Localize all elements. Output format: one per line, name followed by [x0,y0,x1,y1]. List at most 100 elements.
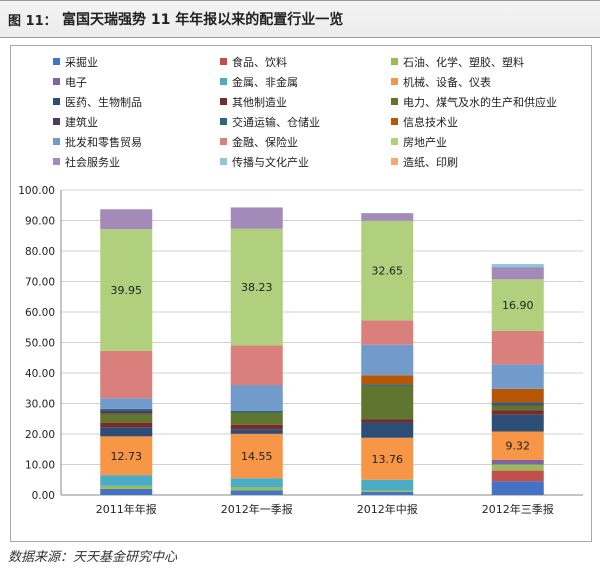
y-tick-label: 100.00 [18,185,55,197]
bar-segment [100,485,153,489]
bar-segment [491,459,544,465]
bar-segment [230,412,283,425]
legend-swatch [220,158,227,165]
data-label: 32.65 [372,265,404,278]
bar-segment [491,402,544,405]
legend-swatch [391,58,398,65]
data-label: 16.90 [502,299,534,312]
legend-label: 建筑业 [65,115,98,129]
chart-frame: 采掘业 食品、饮料 石油、化学、塑胶、塑料电子 金属、非金属 机械、设备、仪表医药、生物… [10,45,592,542]
bar-segment [100,229,153,351]
data-label: 13.76 [372,453,404,466]
bar-segment [491,481,544,495]
x-tick-label: 2012年三季报 [482,502,554,516]
bar-segment [491,410,544,415]
legend-swatch [391,98,398,105]
legend-label: 电力、煤气及水的生产和供应业 [403,95,557,109]
y-tick-label: 0.00 [32,490,55,502]
y-tick-label: 10.00 [25,460,55,472]
bar-segment [100,475,153,486]
y-tick-label: 90.00 [25,216,55,228]
data-label: 9.32 [506,440,531,453]
bar-segment [491,405,544,411]
legend-label: 其他制造业 [232,95,287,109]
bar-segment [230,385,283,411]
bar-segment [491,414,544,432]
bar-segment [361,422,414,438]
y-tick-label: 40.00 [25,368,55,380]
legend-swatch [53,158,60,165]
legend-label: 医药、生物制品 [65,95,142,109]
data-label: 38.23 [241,281,273,294]
bar-segment [100,408,153,411]
legend-swatch [220,78,227,85]
legend-label: 石油、化学、塑胶、塑料 [403,55,524,69]
y-tick-label: 50.00 [25,338,55,350]
figure-header: 图 11： 富国天瑞强势 11 年年报以来的配置行业一览 [0,0,600,38]
bar-segment [361,385,414,420]
bar-segment [230,424,283,430]
bar-segment [491,388,544,403]
bar-segment [100,488,153,495]
legend-label: 采掘业 [65,55,98,69]
legend-label: 批发和零售贸易 [65,135,142,149]
legend-swatch [53,98,60,105]
bar-segment [361,419,414,423]
data-label: 14.55 [241,450,273,463]
bar-segment [230,410,283,413]
bar-segment [230,478,283,488]
bar-segment [100,436,153,476]
y-tick-label: 70.00 [25,277,55,289]
legend-label: 造纸、印刷 [403,155,458,169]
bar-segment [491,364,544,389]
bar-segment [361,491,414,495]
figure-number: 图 11： [8,14,57,29]
bar-segment [491,431,544,460]
legend-label: 金属、非金属 [232,75,298,89]
bar-segment [361,437,414,480]
bar-segment [100,410,153,414]
legend-label: 机械、设备、仪表 [403,75,491,89]
bar-segment [230,228,283,346]
y-tick-label: 80.00 [25,246,55,258]
x-tick-label: 2012年一季报 [221,502,293,516]
bar-segment [230,487,283,491]
legend-swatch [53,58,60,65]
bar-segment [230,490,283,495]
legend-label: 交通运输、仓储业 [232,115,320,129]
legend-label: 电子 [65,76,87,89]
legend-label: 传播与文化产业 [232,155,309,169]
bar-segment [361,375,414,385]
bar-segment [491,264,544,268]
data-source: 数据来源：天天基金研究中心 [8,550,178,565]
legend-swatch [220,118,227,125]
legend-swatch [391,138,398,145]
legend-swatch [391,78,398,85]
bar-segment [491,470,544,482]
x-tick-label: 2011年年报 [96,502,157,516]
data-label: 39.95 [111,284,143,297]
data-label: 12.73 [111,450,143,463]
bar-segment [230,207,283,229]
bar-segment [100,350,153,399]
legend-swatch [391,118,398,125]
legend-label: 食品、饮料 [232,55,287,69]
bar-segment [361,220,414,321]
legend-swatch [391,158,398,165]
legend-swatch [53,118,60,125]
bar-segment [100,398,153,409]
bar-segment [361,344,414,376]
bar-segment [361,479,414,491]
legend-swatch [220,98,227,105]
bar-segment [100,209,153,230]
legend-swatch [53,138,60,145]
legend-label: 金融、保险业 [232,135,298,149]
bar-segment [100,422,153,428]
bar-segment [361,320,414,345]
bar-segment [491,267,544,280]
legend-label: 房地产业 [403,135,447,149]
bar-segment [361,384,414,386]
legend-swatch [220,58,227,65]
bar-segment [491,404,544,406]
bar-segment [361,490,414,492]
